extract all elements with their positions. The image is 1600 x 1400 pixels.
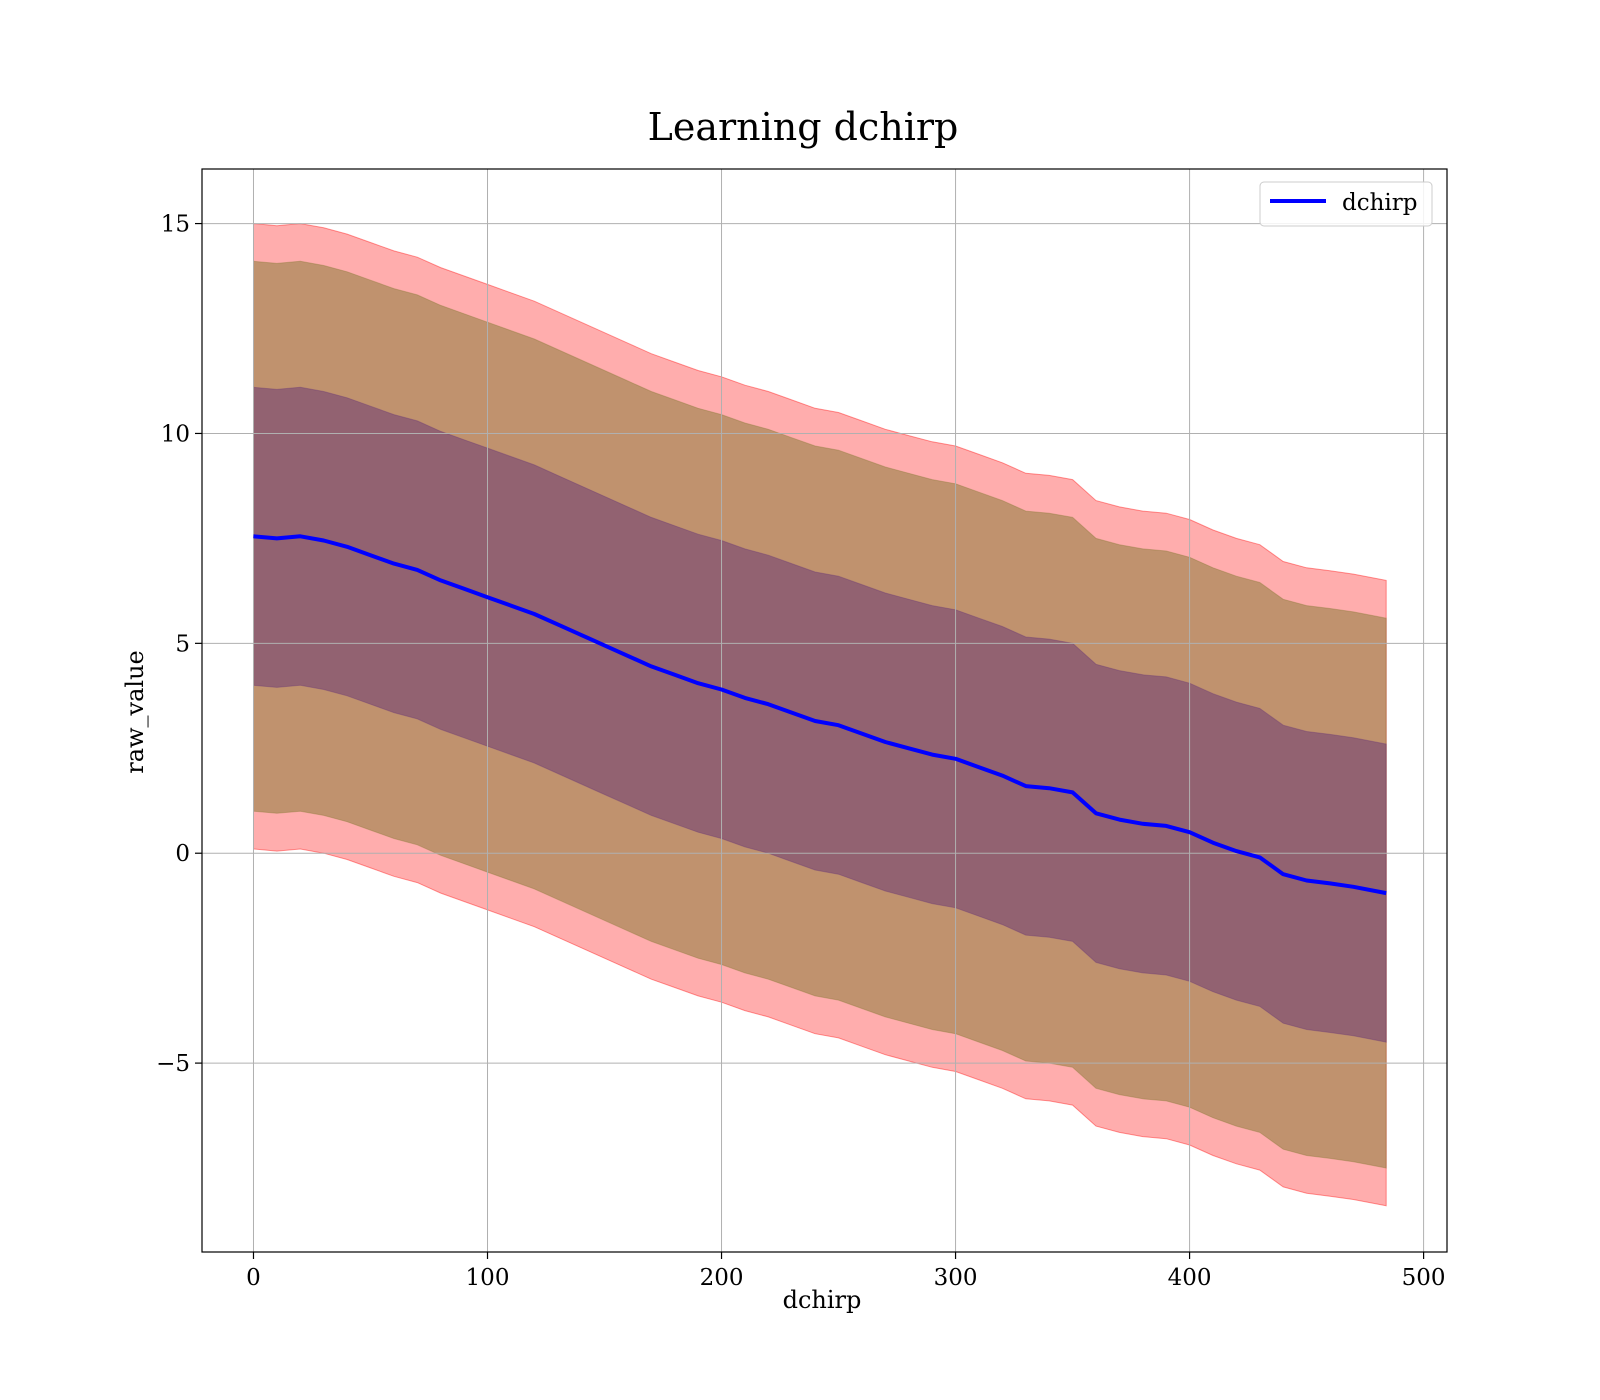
y-tick-label-2: 5: [175, 631, 190, 657]
legend-frame: [1259, 181, 1433, 227]
legend-label-dchirp: dchirp: [1342, 190, 1418, 216]
x-tick-label-5: 500: [1402, 1265, 1446, 1291]
y-tick-label-0: −5: [156, 1051, 190, 1077]
plot-frame: [201, 168, 1448, 1253]
y-tick-label-3: 10: [161, 421, 190, 447]
confidence-bands: [253, 223, 1387, 1207]
x-tick-label-3: 300: [934, 1265, 978, 1291]
x-tick-label-4: 400: [1168, 1265, 1212, 1291]
series-line-dchirp: [253, 534, 1387, 896]
axis-ticks: 0 100 200 300 400 500 −5 0 5 10 15: [156, 212, 1445, 1291]
x-tick-label-0: 0: [246, 1265, 261, 1291]
y-tick-label-4: 15: [161, 212, 190, 238]
y-tick-label-1: 0: [175, 841, 190, 867]
legend: dchirp: [1259, 181, 1433, 227]
x-tick-label-2: 200: [700, 1265, 744, 1291]
x-tick-label-1: 100: [466, 1265, 510, 1291]
chart-title: Learning dchirp: [648, 105, 959, 149]
band-inner: [253, 386, 1387, 1043]
x-axis-label: dchirp: [783, 1286, 862, 1314]
series-lines: [253, 534, 1387, 896]
y-axis-label: raw_value: [121, 650, 149, 774]
